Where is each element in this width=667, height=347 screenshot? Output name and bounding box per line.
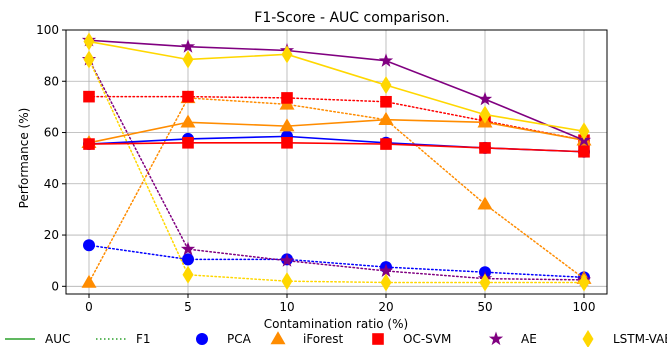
- x-tick-label: 20: [378, 300, 393, 314]
- series-pca-f1: [83, 239, 590, 284]
- data-point-lstm-vae-f1: [83, 50, 95, 69]
- y-tick-label: 20: [44, 228, 59, 242]
- legend-label: iForest: [303, 332, 343, 346]
- data-point-lstm-vae-auc: [479, 105, 491, 124]
- legend-item-f1: F1: [96, 332, 151, 346]
- y-tick-label: 40: [44, 177, 59, 191]
- data-point-oc-svm-auc: [281, 136, 293, 149]
- series-oc-svm-auc: [83, 136, 590, 158]
- x-tick-label: 50: [477, 300, 492, 314]
- data-point-iforest-auc: [180, 114, 196, 128]
- legend-item-ae: AE: [488, 331, 537, 346]
- series-lstm-vae-f1: [83, 50, 590, 292]
- series-ae-f1: [81, 51, 592, 286]
- data-point-oc-svm-f1: [182, 90, 194, 103]
- series-line-pca-f1: [88, 244, 585, 279]
- data-point-lstm-vae-auc: [578, 122, 590, 141]
- data-point-oc-svm-auc: [479, 142, 491, 154]
- series-line-lstm-vae-f1: [88, 58, 585, 284]
- data-point-oc-svm-auc: [83, 138, 95, 150]
- data-point-lstm-vae-auc: [83, 32, 95, 51]
- y-tick-label: 0: [51, 279, 59, 293]
- data-point-ae-auc: [477, 91, 493, 106]
- x-tick-label: 100: [573, 300, 596, 314]
- y-tick-label: 60: [44, 126, 59, 140]
- legend-label: OC-SVM: [403, 332, 451, 346]
- data-point-oc-svm-f1: [281, 92, 293, 104]
- data-point-lstm-vae-auc: [380, 76, 392, 95]
- x-axis-title: Contamination ratio (%): [264, 317, 408, 331]
- legend-swatch: [270, 331, 286, 345]
- series-iforest-auc: [81, 111, 592, 149]
- x-tick-label: 0: [85, 300, 93, 314]
- legend-swatch: [196, 333, 208, 345]
- y-axis-title: Performance (%): [17, 108, 31, 209]
- legend-item-oc-svm: OC-SVM: [372, 332, 451, 346]
- series-oc-svm-f1: [83, 90, 590, 147]
- y-tick-label: 80: [44, 74, 59, 88]
- data-point-lstm-vae-auc: [182, 50, 194, 69]
- data-point-iforest-auc: [378, 111, 394, 125]
- data-point-lstm-vae-f1: [281, 272, 293, 291]
- data-point-oc-svm-auc: [578, 145, 590, 158]
- data-point-ae-f1: [378, 263, 394, 277]
- series-line-oc-svm-auc: [88, 141, 585, 153]
- data-point-lstm-vae-f1: [479, 273, 491, 292]
- series-line-oc-svm-f1: [88, 95, 585, 141]
- series-layer: [81, 32, 592, 292]
- data-point-lstm-vae-f1: [578, 273, 590, 292]
- data-point-pca-f1: [182, 253, 194, 266]
- chart-title: F1-Score - AUC comparison.: [254, 10, 449, 26]
- data-point-oc-svm-f1: [83, 90, 95, 103]
- legend-label: PCA: [227, 332, 252, 346]
- legend-label: AE: [521, 332, 537, 346]
- axes: 0 5 10 20 50 100 0 20 40 60 80 100: [36, 23, 608, 314]
- data-point-oc-svm-auc: [380, 138, 392, 150]
- data-point-lstm-vae-f1: [182, 265, 194, 284]
- series-lstm-vae-auc: [83, 32, 590, 141]
- data-point-ae-auc: [378, 53, 394, 67]
- series-ae-auc: [81, 32, 592, 147]
- legend-item-auc: AUC: [5, 332, 70, 346]
- legend-item-pca: PCA: [196, 332, 252, 346]
- data-point-ae-f1: [279, 253, 295, 267]
- data-point-oc-svm-f1: [380, 95, 392, 108]
- legend-item-iforest: iForest: [270, 331, 343, 346]
- legend-label: AUC: [45, 332, 70, 346]
- legend-swatch: [372, 333, 384, 345]
- data-point-iforest-f1: [477, 196, 493, 210]
- legend-label: LSTM-VAE: [613, 332, 667, 346]
- data-point-lstm-vae-f1: [380, 273, 392, 292]
- legend: AUC F1 PCA iForest OC-SVM AE LSTM-VAE: [5, 330, 667, 347]
- series-line-ae-f1: [88, 58, 585, 281]
- data-point-iforest-f1: [81, 274, 97, 288]
- data-point-ae-f1: [180, 241, 196, 256]
- data-point-oc-svm-auc: [182, 136, 194, 149]
- data-point-ae-auc: [180, 39, 196, 53]
- data-point-lstm-vae-auc: [281, 45, 293, 64]
- data-point-pca-f1: [83, 239, 95, 252]
- x-tick-label: 10: [279, 300, 294, 314]
- legend-item-lstm-vae: LSTM-VAE: [582, 330, 667, 347]
- x-tick-label: 5: [184, 300, 192, 314]
- legend-label: F1: [136, 332, 151, 346]
- y-tick-label: 100: [36, 23, 59, 37]
- series-line-ae-auc: [88, 39, 585, 142]
- legend-swatch: [488, 331, 504, 346]
- legend-swatch: [582, 330, 594, 347]
- data-point-iforest-auc: [279, 118, 295, 132]
- plot-frame: [65, 29, 608, 295]
- series-line-lstm-vae-auc: [88, 40, 585, 133]
- series-line-iforest-f1: [88, 97, 585, 284]
- series-line-iforest-auc: [88, 118, 585, 144]
